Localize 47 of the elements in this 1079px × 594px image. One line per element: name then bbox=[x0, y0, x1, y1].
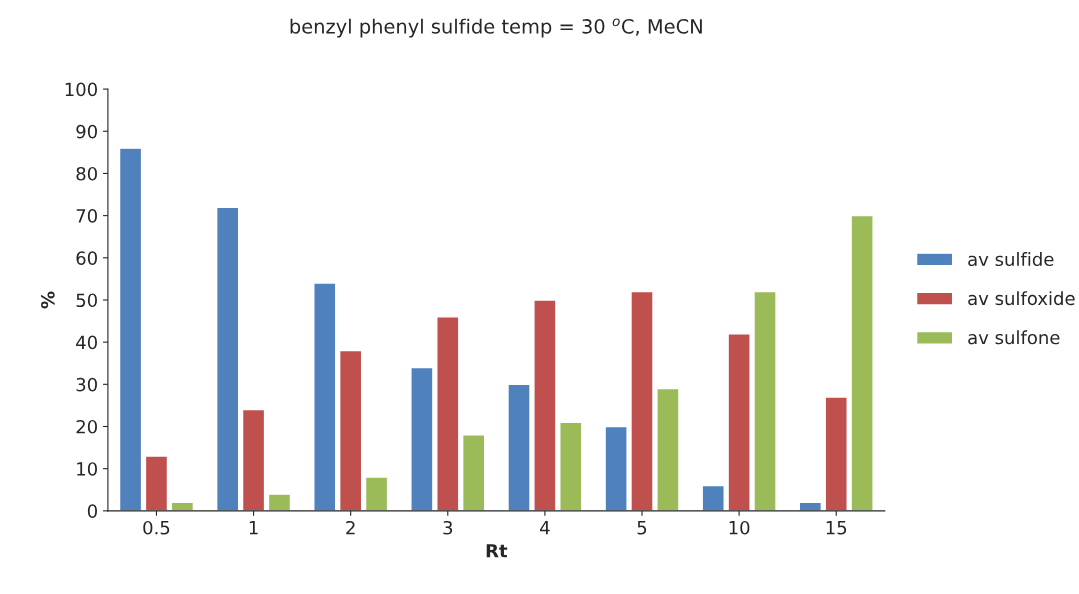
y-axis-title: % bbox=[41, 291, 55, 309]
bar bbox=[559, 421, 583, 511]
y-tick-label: 10 bbox=[77, 462, 97, 476]
y-tick-label: 100 bbox=[65, 82, 97, 97]
bar bbox=[436, 316, 460, 511]
bar bbox=[461, 434, 486, 511]
y-tick-label: 70 bbox=[76, 209, 97, 223]
x-tick-label: 5 bbox=[637, 521, 647, 535]
x-tick-label: 0.5 bbox=[143, 520, 170, 535]
x-tick-label: 3 bbox=[443, 520, 453, 535]
bar bbox=[338, 349, 363, 511]
bar bbox=[656, 387, 680, 511]
y-tick-label: 20 bbox=[76, 419, 97, 434]
bar bbox=[410, 366, 434, 511]
y-tick-label: 80 bbox=[76, 166, 97, 181]
bar bbox=[241, 408, 266, 511]
bar bbox=[533, 299, 557, 511]
y-tick-label: 30 bbox=[76, 377, 97, 392]
bar bbox=[144, 455, 169, 511]
y-tick-label: 40 bbox=[76, 335, 97, 350]
bar bbox=[118, 147, 143, 511]
x-tick-label: 10 bbox=[729, 520, 750, 535]
legend-label: av sulfide bbox=[968, 252, 1054, 267]
bar bbox=[727, 333, 751, 511]
x-tick-label: 4 bbox=[540, 521, 550, 535]
bar bbox=[824, 396, 848, 511]
y-tick-label: 60 bbox=[76, 251, 97, 265]
legend-label: av sulfoxide bbox=[968, 291, 1075, 306]
x-tick-label: 2 bbox=[346, 520, 355, 535]
legend-label: av sulfone bbox=[968, 330, 1060, 345]
x-axis-title: Rt bbox=[486, 544, 508, 558]
bar bbox=[604, 425, 628, 511]
bar bbox=[850, 214, 874, 511]
x-tick-label: 15 bbox=[826, 521, 847, 535]
bar bbox=[507, 383, 531, 511]
bar bbox=[630, 290, 654, 511]
y-tick-label: 0 bbox=[87, 504, 97, 518]
x-tick-label: 1 bbox=[249, 521, 258, 535]
bar bbox=[753, 290, 777, 511]
chart-title: benzyl phenyl sulfide temp = 30 $^{o}$C, MeCN bbox=[290, 18, 702, 38]
y-tick-label: 50 bbox=[76, 293, 97, 308]
y-tick-label: 90 bbox=[76, 124, 97, 139]
bar bbox=[701, 484, 725, 511]
bar bbox=[267, 493, 292, 511]
bar bbox=[364, 476, 389, 511]
bar bbox=[215, 206, 240, 511]
bar bbox=[313, 282, 337, 511]
